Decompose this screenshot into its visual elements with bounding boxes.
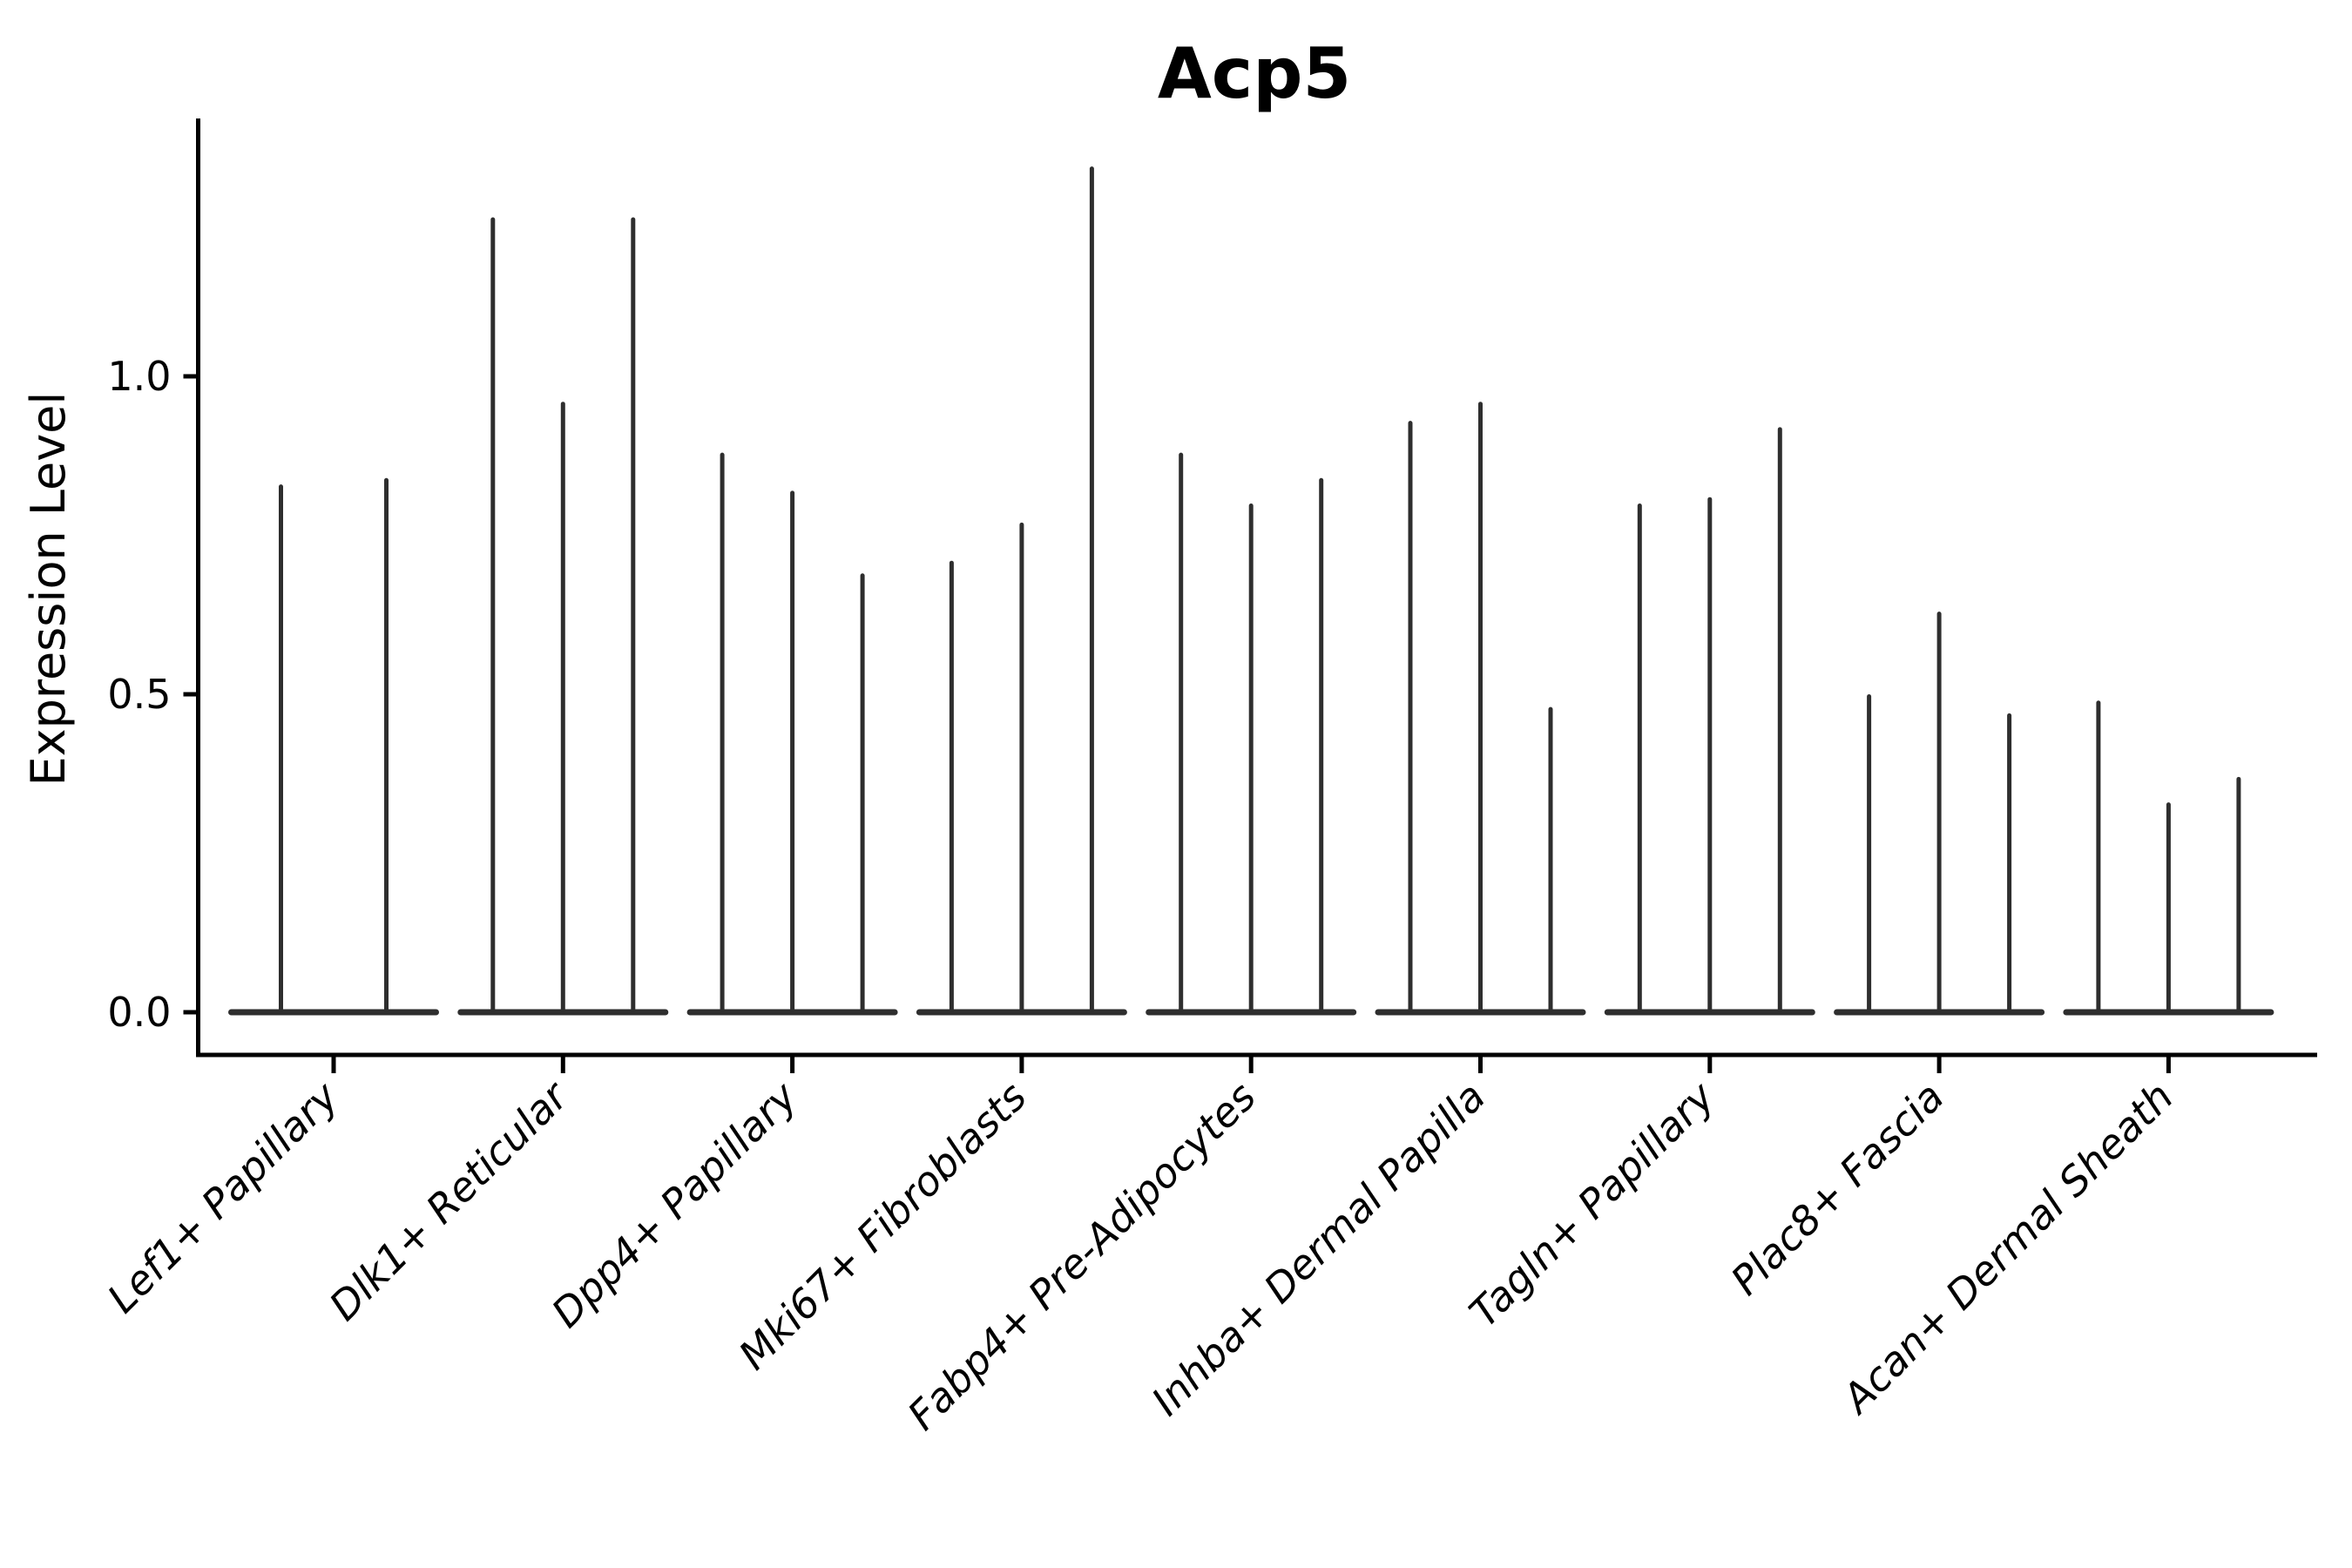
x-tick-label-6: Tagln+ Papillary bbox=[1460, 1072, 1724, 1336]
violin-spike-6-0 bbox=[1637, 504, 1642, 1015]
violin-base-0 bbox=[228, 1009, 439, 1016]
violin-spike-8-1 bbox=[2166, 802, 2171, 1015]
violin-spike-5-1 bbox=[1478, 402, 1483, 1015]
y-ticks: 0.0 0.5 1.0 bbox=[107, 353, 199, 1036]
y-axis-label: Expression Level bbox=[21, 392, 76, 787]
violin-spike-4-1 bbox=[1248, 504, 1254, 1015]
y-tick-label-0: 0.0 bbox=[107, 989, 171, 1036]
violin-spike-5-0 bbox=[1408, 421, 1413, 1016]
violin-spike-7-1 bbox=[1936, 612, 1942, 1015]
violin-spike-4-2 bbox=[1319, 477, 1324, 1015]
violin-spike-6-1 bbox=[1707, 497, 1713, 1015]
violin-spike-3-2 bbox=[1089, 166, 1094, 1016]
violin-spike-6-2 bbox=[1777, 427, 1782, 1015]
plot-title: Acp5 bbox=[1158, 33, 1351, 114]
violin-spike-1-1 bbox=[560, 402, 565, 1015]
violin-spike-2-0 bbox=[720, 452, 725, 1015]
violin-spike-7-0 bbox=[1867, 694, 1872, 1015]
violin-spike-0-0 bbox=[279, 484, 283, 1015]
violin-spike-3-0 bbox=[949, 560, 954, 1015]
x-tick-label-1: Dlk1+ Reticular bbox=[320, 1071, 578, 1329]
violin-spike-2-2 bbox=[860, 573, 865, 1015]
violin-spike-1-2 bbox=[631, 217, 636, 1015]
violin-spike-0-1 bbox=[384, 477, 389, 1015]
x-tick-label-2: Dpp4+ Papillary bbox=[543, 1072, 807, 1336]
x-tick-label-0: Lef1+ Papillary bbox=[98, 1072, 348, 1321]
violin-spike-2-1 bbox=[790, 490, 795, 1015]
y-tick-label-2: 1.0 bbox=[107, 353, 171, 400]
violin-spike-1-0 bbox=[490, 217, 496, 1015]
violin-spike-3-1 bbox=[1019, 522, 1024, 1015]
violin-spike-4-0 bbox=[1179, 452, 1184, 1015]
x-tick-label-7: Plac8+ Fascia bbox=[1721, 1073, 1952, 1304]
violins bbox=[228, 166, 2274, 1016]
violin-spike-8-0 bbox=[2096, 700, 2101, 1015]
y-tick-label-1: 0.5 bbox=[107, 671, 171, 718]
violin-spike-8-2 bbox=[2236, 776, 2241, 1015]
violin-spike-7-2 bbox=[2007, 713, 2012, 1015]
violin-spike-5-2 bbox=[1548, 706, 1553, 1015]
